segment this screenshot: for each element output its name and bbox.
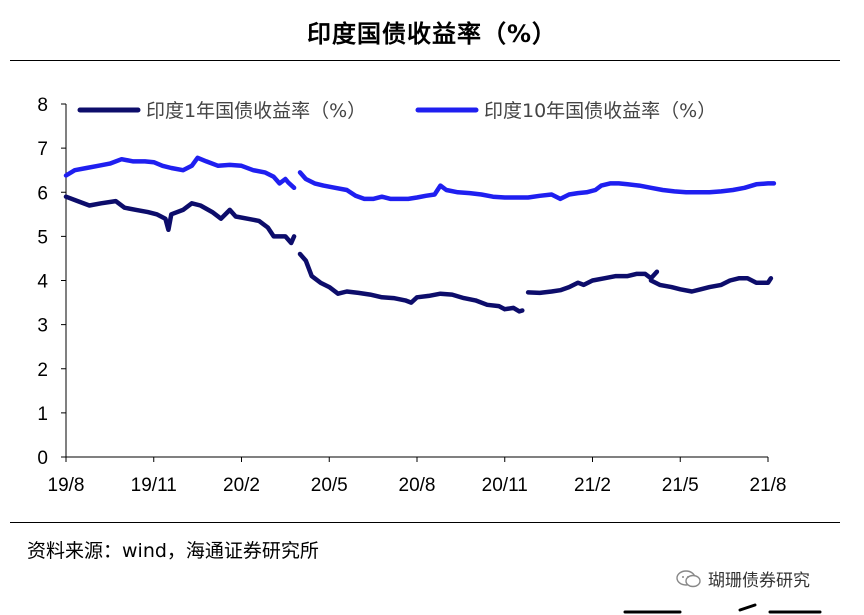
legend-label-1: 印度1年国债收益率（%）	[146, 100, 366, 122]
y-tick-label: 6	[37, 183, 48, 204]
x-tick-label: 21/5	[662, 475, 699, 496]
x-tick-label: 19/11	[131, 475, 177, 496]
series-1-line	[63, 194, 297, 246]
page-title: 印度国债收益率（%）	[306, 20, 558, 48]
source-note: 资料来源：wind，海通证券研究所	[27, 540, 319, 562]
yield-line-chart: 0 1 2 3 4 5 6 7 8 19/8 19/11 20/2 20/5 20/8 20/11 21/2 2…	[37, 95, 787, 496]
x-tick-label: 21/2	[574, 475, 611, 496]
y-tick-label: 2	[37, 360, 48, 381]
y-tick-label: 5	[37, 227, 48, 248]
y-tick-label: 0	[37, 448, 48, 469]
watermark: 瑚珊债券研究	[676, 566, 810, 591]
x-tick-label: 20/11	[482, 475, 528, 496]
y-tick-label: 1	[37, 404, 48, 425]
legend-label-2: 印度10年国债收益率（%）	[484, 100, 716, 122]
x-tick-label: 21/8	[750, 475, 787, 496]
series-1-line	[648, 276, 774, 294]
series-2-line	[297, 170, 777, 202]
y-tick-label: 8	[37, 95, 48, 116]
x-tick-label: 19/8	[48, 475, 85, 496]
x-tick-label: 20/8	[399, 475, 436, 496]
x-tick-label: 20/2	[223, 475, 260, 496]
title-divider	[10, 60, 840, 61]
series-1-line	[297, 251, 525, 314]
bottom-decoration	[623, 603, 822, 614]
x-tick-label: 20/5	[311, 475, 348, 496]
wechat-icon	[676, 569, 701, 587]
series-1-line	[525, 269, 660, 296]
y-tick-label: 3	[37, 316, 48, 337]
watermark-text: 瑚珊债券研究	[708, 571, 810, 591]
y-tick-label: 7	[37, 139, 48, 160]
series-2-line	[63, 155, 297, 191]
source-divider	[10, 522, 840, 523]
y-tick-label: 4	[37, 272, 48, 293]
